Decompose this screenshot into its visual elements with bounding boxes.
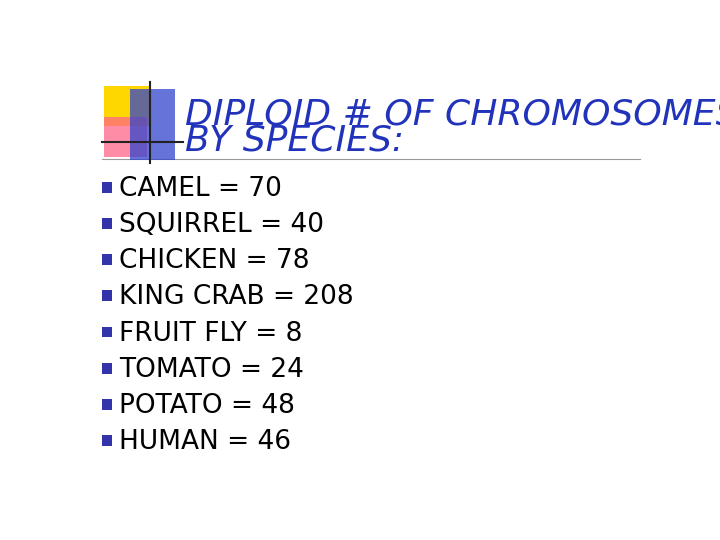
Text: POTATO = 48: POTATO = 48	[120, 393, 295, 419]
Bar	[130, 90, 175, 160]
Bar	[102, 399, 112, 410]
Bar	[102, 435, 112, 446]
Bar	[102, 218, 112, 229]
Bar	[104, 86, 149, 126]
Bar	[102, 254, 112, 265]
Bar	[102, 291, 112, 301]
Text: HUMAN = 46: HUMAN = 46	[120, 429, 292, 455]
Text: TOMATO = 24: TOMATO = 24	[120, 357, 305, 383]
Bar	[102, 182, 112, 193]
Text: SQUIRREL = 40: SQUIRREL = 40	[120, 212, 325, 238]
Bar	[102, 363, 112, 374]
Text: CHICKEN = 78: CHICKEN = 78	[120, 248, 310, 274]
Bar	[104, 117, 147, 157]
Bar	[102, 327, 112, 338]
Text: DIPLOID # OF CHROMOSOMES: DIPLOID # OF CHROMOSOMES	[184, 98, 720, 132]
Text: FRUIT FLY = 8: FRUIT FLY = 8	[120, 321, 303, 347]
Text: CAMEL = 70: CAMEL = 70	[120, 176, 282, 202]
Text: BY SPECIES:: BY SPECIES:	[184, 123, 403, 157]
Text: KING CRAB = 208: KING CRAB = 208	[120, 285, 354, 310]
